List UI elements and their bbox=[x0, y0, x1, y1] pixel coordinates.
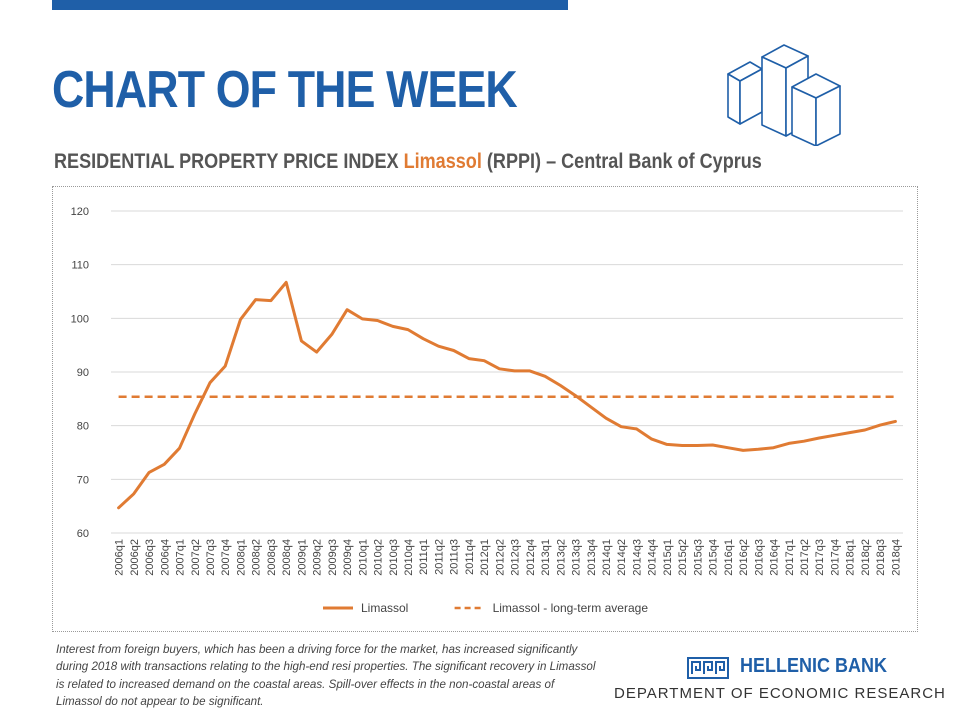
x-tick-label: 2014q1 bbox=[601, 539, 613, 576]
subtitle-accent: Limassol bbox=[403, 150, 482, 173]
subtitle-part-1: RESIDENTIAL PROPERTY PRICE INDEX bbox=[54, 150, 404, 173]
x-tick-label: 2012q4 bbox=[525, 539, 537, 576]
x-tick-label: 2008q3 bbox=[266, 539, 278, 576]
x-tick-label: 2017q2 bbox=[799, 539, 811, 576]
department-name: DEPARTMENT OF ECONOMIC RESEARCH bbox=[614, 685, 946, 702]
x-tick-label: 2011q2 bbox=[433, 539, 445, 575]
footnote: Interest from foreign buyers, which has … bbox=[56, 643, 596, 709]
subtitle-part-2: (RPPI) – Central Bank of Cyprus bbox=[481, 150, 762, 173]
x-tick-label: 2008q2 bbox=[251, 539, 263, 576]
x-tick-label: 2007q3 bbox=[205, 539, 217, 576]
x-tick-label: 2017q4 bbox=[829, 539, 841, 576]
page-title: CHART OF THE WEEK bbox=[52, 61, 518, 119]
legend-label: Limassol - long-term average bbox=[493, 601, 649, 615]
x-tick-label: 2010q1 bbox=[357, 539, 369, 576]
y-tick-label: 70 bbox=[77, 474, 89, 486]
legend-label: Limassol bbox=[361, 601, 408, 615]
x-tick-label: 2009q3 bbox=[327, 539, 339, 576]
x-tick-label: 2013q2 bbox=[555, 539, 567, 576]
x-tick-label: 2017q1 bbox=[784, 539, 796, 576]
x-tick-label: 2016q4 bbox=[769, 539, 781, 576]
x-tick-label: 2018q3 bbox=[875, 539, 887, 576]
x-tick-label: 2012q2 bbox=[494, 539, 506, 576]
y-tick-label: 100 bbox=[71, 313, 89, 325]
x-tick-label: 2006q2 bbox=[129, 539, 141, 576]
x-tick-label: 2011q1 bbox=[418, 539, 430, 575]
x-tick-label: 2008q4 bbox=[281, 539, 293, 576]
bank-name: HELLENIC BANK bbox=[740, 655, 888, 677]
x-tick-label: 2010q4 bbox=[403, 539, 415, 576]
x-tick-label: 2015q1 bbox=[662, 539, 674, 576]
top-accent-bar bbox=[52, 0, 568, 10]
x-tick-label: 2016q1 bbox=[723, 539, 735, 576]
x-tick-label: 2008q1 bbox=[235, 539, 247, 576]
x-tick-label: 2012q3 bbox=[510, 539, 522, 576]
y-tick-label: 80 bbox=[77, 421, 89, 433]
x-tick-label: 2016q2 bbox=[738, 539, 750, 576]
x-tick-label: 2010q2 bbox=[373, 539, 385, 576]
x-tick-label: 2011q3 bbox=[449, 539, 461, 575]
x-tick-label: 2013q1 bbox=[540, 539, 552, 576]
x-tick-label: 2007q4 bbox=[220, 539, 232, 576]
x-tick-label: 2013q4 bbox=[586, 539, 598, 576]
x-tick-label: 2018q2 bbox=[860, 539, 872, 576]
x-tick-label: 2014q4 bbox=[647, 539, 659, 576]
x-tick-label: 2011q4 bbox=[464, 539, 476, 575]
x-tick-label: 2007q2 bbox=[190, 539, 202, 576]
x-tick-label: 2018q4 bbox=[890, 539, 902, 576]
x-tick-label: 2009q1 bbox=[296, 539, 308, 576]
x-tick-label: 2006q4 bbox=[159, 539, 171, 576]
x-tick-label: 2017q3 bbox=[814, 539, 826, 576]
x-tick-label: 2015q2 bbox=[677, 539, 689, 576]
y-tick-label: 110 bbox=[71, 260, 89, 272]
buildings-icon bbox=[727, 44, 841, 146]
x-tick-label: 2010q3 bbox=[388, 539, 400, 576]
series-line-0 bbox=[117, 280, 897, 510]
y-tick-label: 60 bbox=[77, 528, 89, 540]
x-tick-label: 2014q3 bbox=[631, 539, 643, 576]
x-tick-label: 2013q3 bbox=[571, 539, 583, 576]
x-tick-label: 2009q2 bbox=[312, 539, 324, 576]
y-tick-label: 120 bbox=[71, 206, 89, 218]
x-tick-label: 2006q3 bbox=[144, 539, 156, 576]
x-tick-label: 2006q1 bbox=[114, 539, 126, 576]
x-tick-label: 2009q4 bbox=[342, 539, 354, 576]
x-tick-label: 2016q3 bbox=[753, 539, 765, 576]
x-tick-label: 2012q1 bbox=[479, 539, 491, 576]
x-tick-label: 2014q2 bbox=[616, 539, 628, 576]
chart-frame: 60 70 80 90 100 110 120 2006q1 2006q2 2006q3 2006q… bbox=[52, 186, 918, 632]
x-tick-label: 2015q4 bbox=[708, 539, 720, 576]
x-tick-label: 2018q1 bbox=[845, 539, 857, 576]
line-chart: 60 70 80 90 100 110 120 2006q1 2006q2 2006q3 2006q… bbox=[71, 206, 903, 615]
x-tick-label: 2015q3 bbox=[692, 539, 704, 576]
y-tick-label: 90 bbox=[77, 367, 89, 379]
chart-subtitle: RESIDENTIAL PROPERTY PRICE INDEX Limasso… bbox=[54, 150, 762, 174]
x-tick-label: 2007q1 bbox=[175, 539, 187, 576]
bank-branding: HELLENIC BANK DEPARTMENT OF ECONOMIC RES… bbox=[614, 650, 945, 710]
greek-key-logo-icon bbox=[687, 657, 729, 679]
